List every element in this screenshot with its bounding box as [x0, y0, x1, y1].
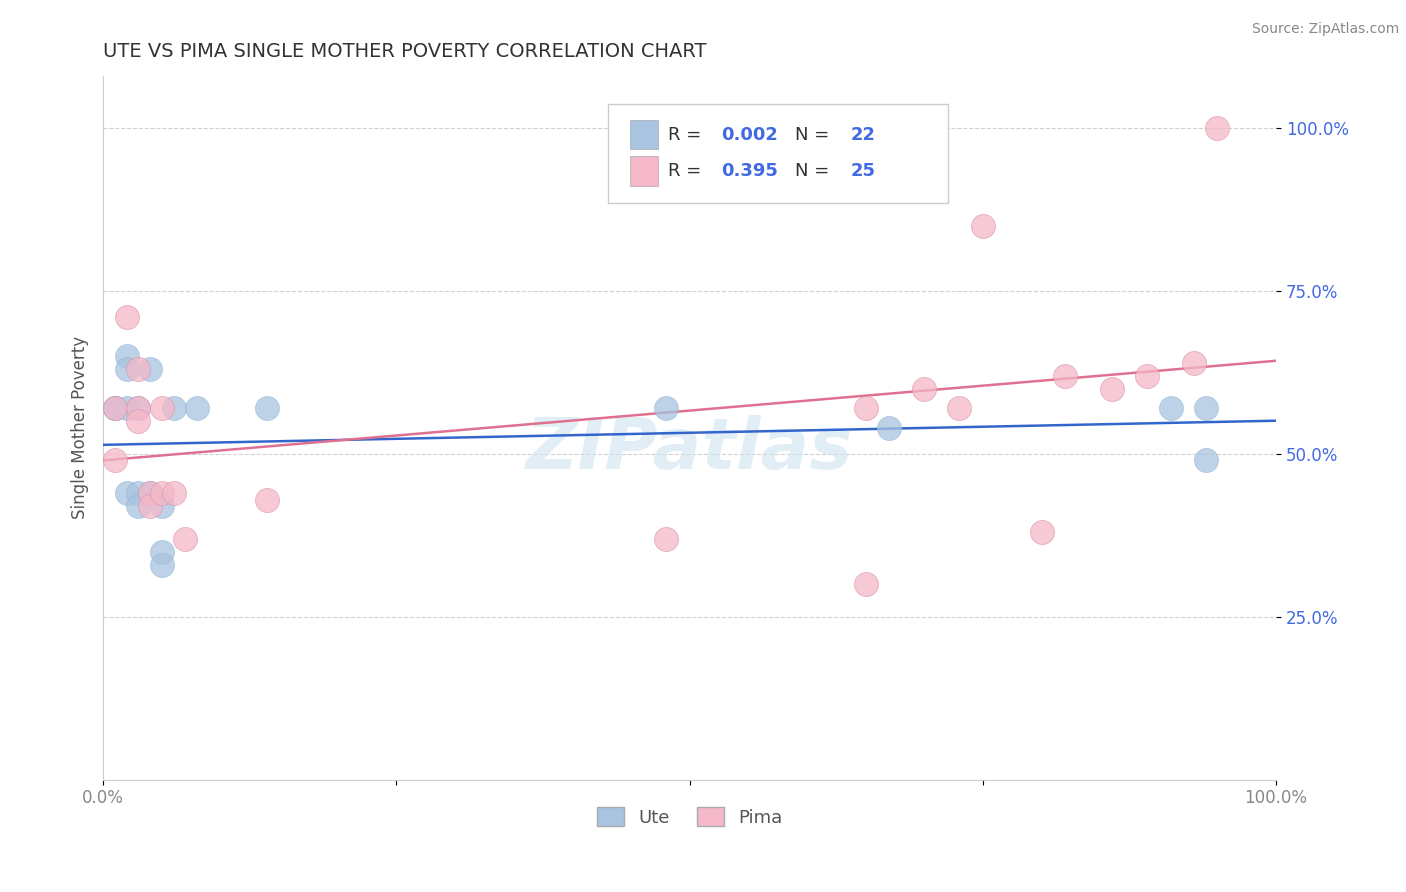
Point — [855, 401, 877, 416]
Point — [127, 499, 149, 513]
Text: UTE VS PIMA SINGLE MOTHER POVERTY CORRELATION CHART: UTE VS PIMA SINGLE MOTHER POVERTY CORREL… — [103, 42, 707, 61]
Point — [115, 401, 138, 416]
Point — [150, 499, 173, 513]
Point — [127, 362, 149, 376]
Point — [1053, 368, 1076, 383]
Point — [1182, 356, 1205, 370]
Point — [1195, 401, 1218, 416]
Text: 0.395: 0.395 — [721, 162, 778, 180]
Point — [115, 310, 138, 325]
Point — [186, 401, 208, 416]
FancyBboxPatch shape — [607, 104, 948, 202]
Point — [127, 414, 149, 428]
FancyBboxPatch shape — [630, 120, 658, 149]
Point — [1101, 382, 1123, 396]
Y-axis label: Single Mother Poverty: Single Mother Poverty — [72, 336, 89, 519]
Point — [150, 558, 173, 572]
Point — [150, 401, 173, 416]
Point — [127, 486, 149, 500]
Point — [948, 401, 970, 416]
Point — [256, 401, 278, 416]
Point — [104, 401, 127, 416]
Point — [1160, 401, 1182, 416]
Text: N =: N = — [796, 126, 835, 144]
Point — [855, 577, 877, 591]
Point — [150, 486, 173, 500]
Point — [162, 486, 184, 500]
Point — [1206, 121, 1229, 136]
Legend: Ute, Pima: Ute, Pima — [589, 800, 790, 834]
Point — [150, 544, 173, 558]
Point — [115, 362, 138, 376]
Point — [1195, 453, 1218, 467]
Point — [115, 486, 138, 500]
Point — [174, 532, 197, 546]
Text: 25: 25 — [851, 162, 876, 180]
Point — [127, 401, 149, 416]
Text: 22: 22 — [851, 126, 876, 144]
Text: R =: R = — [668, 162, 707, 180]
Point — [139, 362, 162, 376]
Text: Source: ZipAtlas.com: Source: ZipAtlas.com — [1251, 22, 1399, 37]
Point — [912, 382, 935, 396]
Point — [655, 532, 678, 546]
Point — [127, 401, 149, 416]
Point — [1136, 368, 1159, 383]
Text: N =: N = — [796, 162, 835, 180]
Point — [877, 421, 900, 435]
Text: R =: R = — [668, 126, 707, 144]
Point — [972, 219, 994, 233]
Point — [1031, 525, 1053, 540]
Point — [104, 453, 127, 467]
Point — [104, 401, 127, 416]
Point — [655, 401, 678, 416]
Point — [162, 401, 184, 416]
Text: ZIPatlas: ZIPatlas — [526, 415, 853, 483]
Point — [104, 401, 127, 416]
Point — [139, 486, 162, 500]
Point — [256, 492, 278, 507]
Point — [139, 499, 162, 513]
FancyBboxPatch shape — [630, 156, 658, 186]
Point — [139, 486, 162, 500]
Point — [115, 349, 138, 363]
Text: 0.002: 0.002 — [721, 126, 778, 144]
